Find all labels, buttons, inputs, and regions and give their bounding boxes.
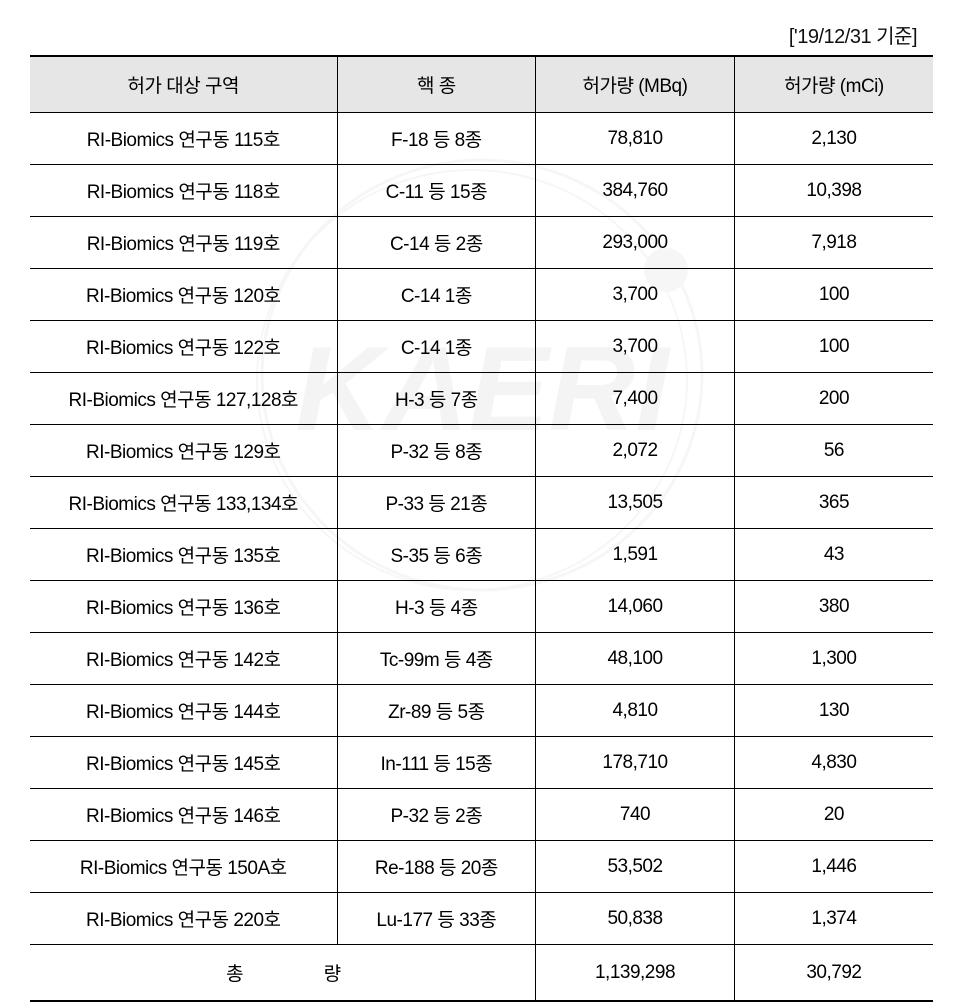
- col-mci: 허가량 (mCi): [734, 56, 933, 113]
- table-row: RI-Biomics 연구동 127,128호H-3 등 7종7,400200: [30, 373, 933, 425]
- cell-nuclide: In-111 등 15종: [337, 737, 536, 789]
- cell-zone: RI-Biomics 연구동 142호: [30, 633, 337, 685]
- cell-nuclide: S-35 등 6종: [337, 529, 536, 581]
- cell-nuclide: Lu-177 등 33종: [337, 893, 536, 945]
- cell-mbq: 3,700: [536, 269, 735, 321]
- cell-mci: 1,300: [734, 633, 933, 685]
- col-nuclide: 핵 종: [337, 56, 536, 113]
- table-row: RI-Biomics 연구동 146호P-32 등 2종74020: [30, 789, 933, 841]
- table-row: RI-Biomics 연구동 115호F-18 등 8종78,8102,130: [30, 113, 933, 165]
- table-row: RI-Biomics 연구동 220호Lu-177 등 33종50,8381,3…: [30, 893, 933, 945]
- cell-zone: RI-Biomics 연구동 120호: [30, 269, 337, 321]
- total-mci: 30,792: [734, 945, 933, 1002]
- cell-zone: RI-Biomics 연구동 122호: [30, 321, 337, 373]
- cell-mbq: 7,400: [536, 373, 735, 425]
- table-row: RI-Biomics 연구동 142호Tc-99m 등 4종48,1001,30…: [30, 633, 933, 685]
- cell-mbq: 384,760: [536, 165, 735, 217]
- permit-table: 허가 대상 구역 핵 종 허가량 (MBq) 허가량 (mCi) RI-Biom…: [30, 55, 933, 1002]
- cell-nuclide: C-14 등 2종: [337, 217, 536, 269]
- cell-zone: RI-Biomics 연구동 136호: [30, 581, 337, 633]
- cell-mbq: 293,000: [536, 217, 735, 269]
- cell-nuclide: Zr-89 등 5종: [337, 685, 536, 737]
- table-row: RI-Biomics 연구동 144호Zr-89 등 5종4,810130: [30, 685, 933, 737]
- cell-mci: 130: [734, 685, 933, 737]
- table-row: RI-Biomics 연구동 122호C-14 1종3,700100: [30, 321, 933, 373]
- cell-mci: 10,398: [734, 165, 933, 217]
- cell-mbq: 740: [536, 789, 735, 841]
- table-row: RI-Biomics 연구동 150A호Re-188 등 20종53,5021,…: [30, 841, 933, 893]
- cell-zone: RI-Biomics 연구동 118호: [30, 165, 337, 217]
- cell-mci: 20: [734, 789, 933, 841]
- cell-nuclide: Tc-99m 등 4종: [337, 633, 536, 685]
- table-row: RI-Biomics 연구동 136호H-3 등 4종14,060380: [30, 581, 933, 633]
- cell-mci: 7,918: [734, 217, 933, 269]
- cell-mci: 1,374: [734, 893, 933, 945]
- cell-zone: RI-Biomics 연구동 129호: [30, 425, 337, 477]
- cell-zone: RI-Biomics 연구동 135호: [30, 529, 337, 581]
- cell-mci: 200: [734, 373, 933, 425]
- total-row: 총량 1,139,298 30,792: [30, 945, 933, 1002]
- cell-mci: 100: [734, 269, 933, 321]
- table-row: RI-Biomics 연구동 135호S-35 등 6종1,59143: [30, 529, 933, 581]
- cell-mbq: 48,100: [536, 633, 735, 685]
- cell-nuclide: P-33 등 21종: [337, 477, 536, 529]
- cell-zone: RI-Biomics 연구동 127,128호: [30, 373, 337, 425]
- table-row: RI-Biomics 연구동 129호P-32 등 8종2,07256: [30, 425, 933, 477]
- cell-zone: RI-Biomics 연구동 144호: [30, 685, 337, 737]
- cell-mci: 43: [734, 529, 933, 581]
- cell-nuclide: P-32 등 8종: [337, 425, 536, 477]
- cell-nuclide: C-11 등 15종: [337, 165, 536, 217]
- cell-nuclide: F-18 등 8종: [337, 113, 536, 165]
- cell-nuclide: C-14 1종: [337, 269, 536, 321]
- table-row: RI-Biomics 연구동 118호C-11 등 15종384,76010,3…: [30, 165, 933, 217]
- table-row: RI-Biomics 연구동 119호C-14 등 2종293,0007,918: [30, 217, 933, 269]
- cell-mbq: 13,505: [536, 477, 735, 529]
- col-mbq: 허가량 (MBq): [536, 56, 735, 113]
- cell-mci: 56: [734, 425, 933, 477]
- cell-nuclide: H-3 등 4종: [337, 581, 536, 633]
- cell-zone: RI-Biomics 연구동 220호: [30, 893, 337, 945]
- cell-nuclide: C-14 1종: [337, 321, 536, 373]
- table-row: RI-Biomics 연구동 133,134호P-33 등 21종13,5053…: [30, 477, 933, 529]
- as-of-label: ['19/12/31 기준]: [30, 20, 933, 49]
- cell-nuclide: P-32 등 2종: [337, 789, 536, 841]
- cell-zone: RI-Biomics 연구동 115호: [30, 113, 337, 165]
- table-header-row: 허가 대상 구역 핵 종 허가량 (MBq) 허가량 (mCi): [30, 56, 933, 113]
- cell-mbq: 78,810: [536, 113, 735, 165]
- cell-mbq: 2,072: [536, 425, 735, 477]
- cell-zone: RI-Biomics 연구동 146호: [30, 789, 337, 841]
- cell-mci: 100: [734, 321, 933, 373]
- cell-zone: RI-Biomics 연구동 133,134호: [30, 477, 337, 529]
- cell-mbq: 3,700: [536, 321, 735, 373]
- cell-mci: 365: [734, 477, 933, 529]
- cell-nuclide: Re-188 등 20종: [337, 841, 536, 893]
- col-zone: 허가 대상 구역: [30, 56, 337, 113]
- table-row: RI-Biomics 연구동 120호C-14 1종3,700100: [30, 269, 933, 321]
- cell-mci: 1,446: [734, 841, 933, 893]
- table-row: RI-Biomics 연구동 145호In-111 등 15종178,7104,…: [30, 737, 933, 789]
- cell-mbq: 178,710: [536, 737, 735, 789]
- cell-mbq: 1,591: [536, 529, 735, 581]
- cell-mbq: 50,838: [536, 893, 735, 945]
- cell-zone: RI-Biomics 연구동 119호: [30, 217, 337, 269]
- total-mbq: 1,139,298: [536, 945, 735, 1002]
- cell-mci: 380: [734, 581, 933, 633]
- cell-nuclide: H-3 등 7종: [337, 373, 536, 425]
- cell-mbq: 14,060: [536, 581, 735, 633]
- cell-zone: RI-Biomics 연구동 150A호: [30, 841, 337, 893]
- cell-zone: RI-Biomics 연구동 145호: [30, 737, 337, 789]
- cell-mci: 2,130: [734, 113, 933, 165]
- cell-mbq: 4,810: [536, 685, 735, 737]
- cell-mbq: 53,502: [536, 841, 735, 893]
- total-label: 총량: [30, 945, 536, 1002]
- cell-mci: 4,830: [734, 737, 933, 789]
